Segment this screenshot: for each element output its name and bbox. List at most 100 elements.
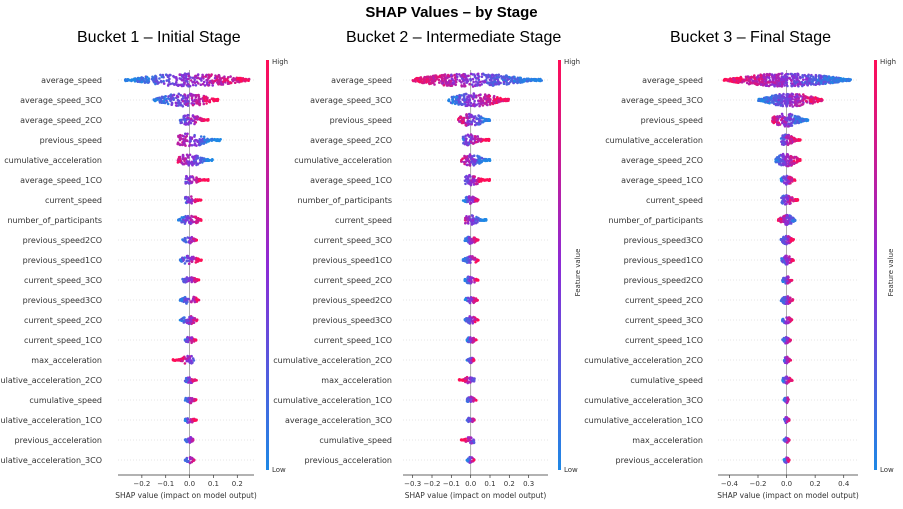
shap-point — [477, 216, 480, 220]
shap-point — [220, 82, 223, 86]
shap-point — [790, 75, 794, 78]
shap-point — [513, 75, 516, 79]
shap-point — [178, 77, 181, 80]
shap-point — [467, 222, 470, 225]
shap-point — [187, 262, 191, 266]
shap-point — [472, 256, 476, 260]
shap-point — [476, 278, 479, 282]
shap-point — [167, 75, 170, 78]
feature-label: previous_speed2CO — [313, 296, 392, 305]
shap-point — [200, 258, 203, 262]
shap-point — [466, 101, 470, 104]
feature-row-previous_speed — [771, 112, 810, 128]
shap-point — [790, 137, 793, 141]
feature-label: average_speed_2CO — [310, 136, 392, 145]
shap-point — [785, 135, 789, 139]
shap-point — [733, 79, 737, 83]
shap-point — [745, 76, 748, 79]
shap-point — [823, 76, 826, 80]
shap-point — [472, 95, 476, 99]
shap-point — [793, 115, 797, 118]
shap-point — [774, 102, 777, 106]
shap-point — [482, 101, 485, 104]
shap-point — [476, 219, 479, 223]
shap-point — [789, 141, 792, 145]
shap-point — [466, 217, 470, 221]
shap-point — [457, 97, 461, 101]
shap-point — [469, 77, 472, 81]
shap-point — [468, 315, 472, 318]
shap-point — [764, 100, 767, 104]
feature-row-current_speed_3CO — [463, 235, 480, 245]
x-tick-label: 0.0 — [465, 480, 476, 488]
shap-point — [784, 78, 787, 82]
shap-point — [798, 101, 802, 104]
shap-point — [412, 79, 416, 82]
shap-point — [217, 139, 220, 143]
shap-point — [428, 82, 431, 86]
shap-point — [797, 96, 800, 99]
shap-point — [199, 160, 203, 164]
shap-point — [187, 100, 190, 103]
shap-point — [193, 155, 197, 159]
feature-label: average_speed_1CO — [621, 176, 703, 185]
x-tick-label: −0.2 — [133, 480, 150, 488]
feature-row-average_speed_1CO — [184, 174, 210, 185]
shap-point — [739, 77, 743, 80]
shap-point — [189, 461, 192, 464]
feature-row-previous_speed — [457, 112, 492, 127]
shap-point — [461, 73, 465, 76]
shap-point — [735, 76, 738, 80]
shap-point — [175, 96, 178, 100]
shap-point — [786, 159, 790, 162]
shap-point — [472, 358, 476, 361]
shap-point — [473, 99, 476, 103]
shap-point — [466, 276, 469, 279]
shap-point — [184, 73, 187, 77]
shap-point — [475, 84, 479, 87]
shap-point — [497, 73, 501, 77]
feature-row-cumulative_acceleration — [460, 153, 492, 167]
shap-point — [182, 218, 185, 222]
shap-point — [773, 99, 777, 102]
shap-point — [180, 103, 183, 107]
shap-point — [194, 84, 198, 87]
feature-row-previous_speed1CO — [461, 254, 480, 264]
shap-point — [791, 93, 795, 96]
shap-point — [738, 79, 741, 83]
shap-point — [467, 134, 470, 138]
shap-point — [154, 75, 158, 79]
shap-point — [489, 98, 492, 101]
shap-point — [179, 121, 183, 124]
shap-point — [216, 75, 219, 78]
shap-point — [473, 123, 477, 127]
shap-point — [445, 76, 448, 80]
shap-point — [473, 160, 477, 164]
feature-label: number_of_participants — [297, 196, 392, 205]
shap-point — [210, 79, 214, 82]
shap-point — [787, 155, 790, 158]
shap-point — [175, 77, 178, 80]
shap-point — [504, 74, 508, 77]
shap-point — [160, 75, 164, 79]
shap-point — [223, 75, 226, 78]
shap-point — [200, 119, 203, 122]
shap-point — [776, 85, 779, 88]
shap-point — [477, 258, 480, 262]
shap-point — [246, 79, 249, 82]
shap-point — [176, 142, 179, 146]
x-axis-label: SHAP value (impact on model output) — [405, 491, 547, 500]
shap-point — [179, 358, 182, 361]
shap-point — [216, 80, 220, 83]
shap-point — [796, 159, 799, 163]
shap-point — [757, 74, 760, 77]
shap-point — [481, 218, 485, 222]
shap-point — [467, 238, 471, 241]
shap-point — [477, 94, 481, 97]
shap-point — [484, 178, 488, 182]
shap-point — [787, 176, 790, 179]
shap-point — [186, 335, 189, 339]
shap-point — [463, 199, 466, 203]
shap-point — [152, 79, 155, 82]
shap-point — [477, 180, 481, 183]
